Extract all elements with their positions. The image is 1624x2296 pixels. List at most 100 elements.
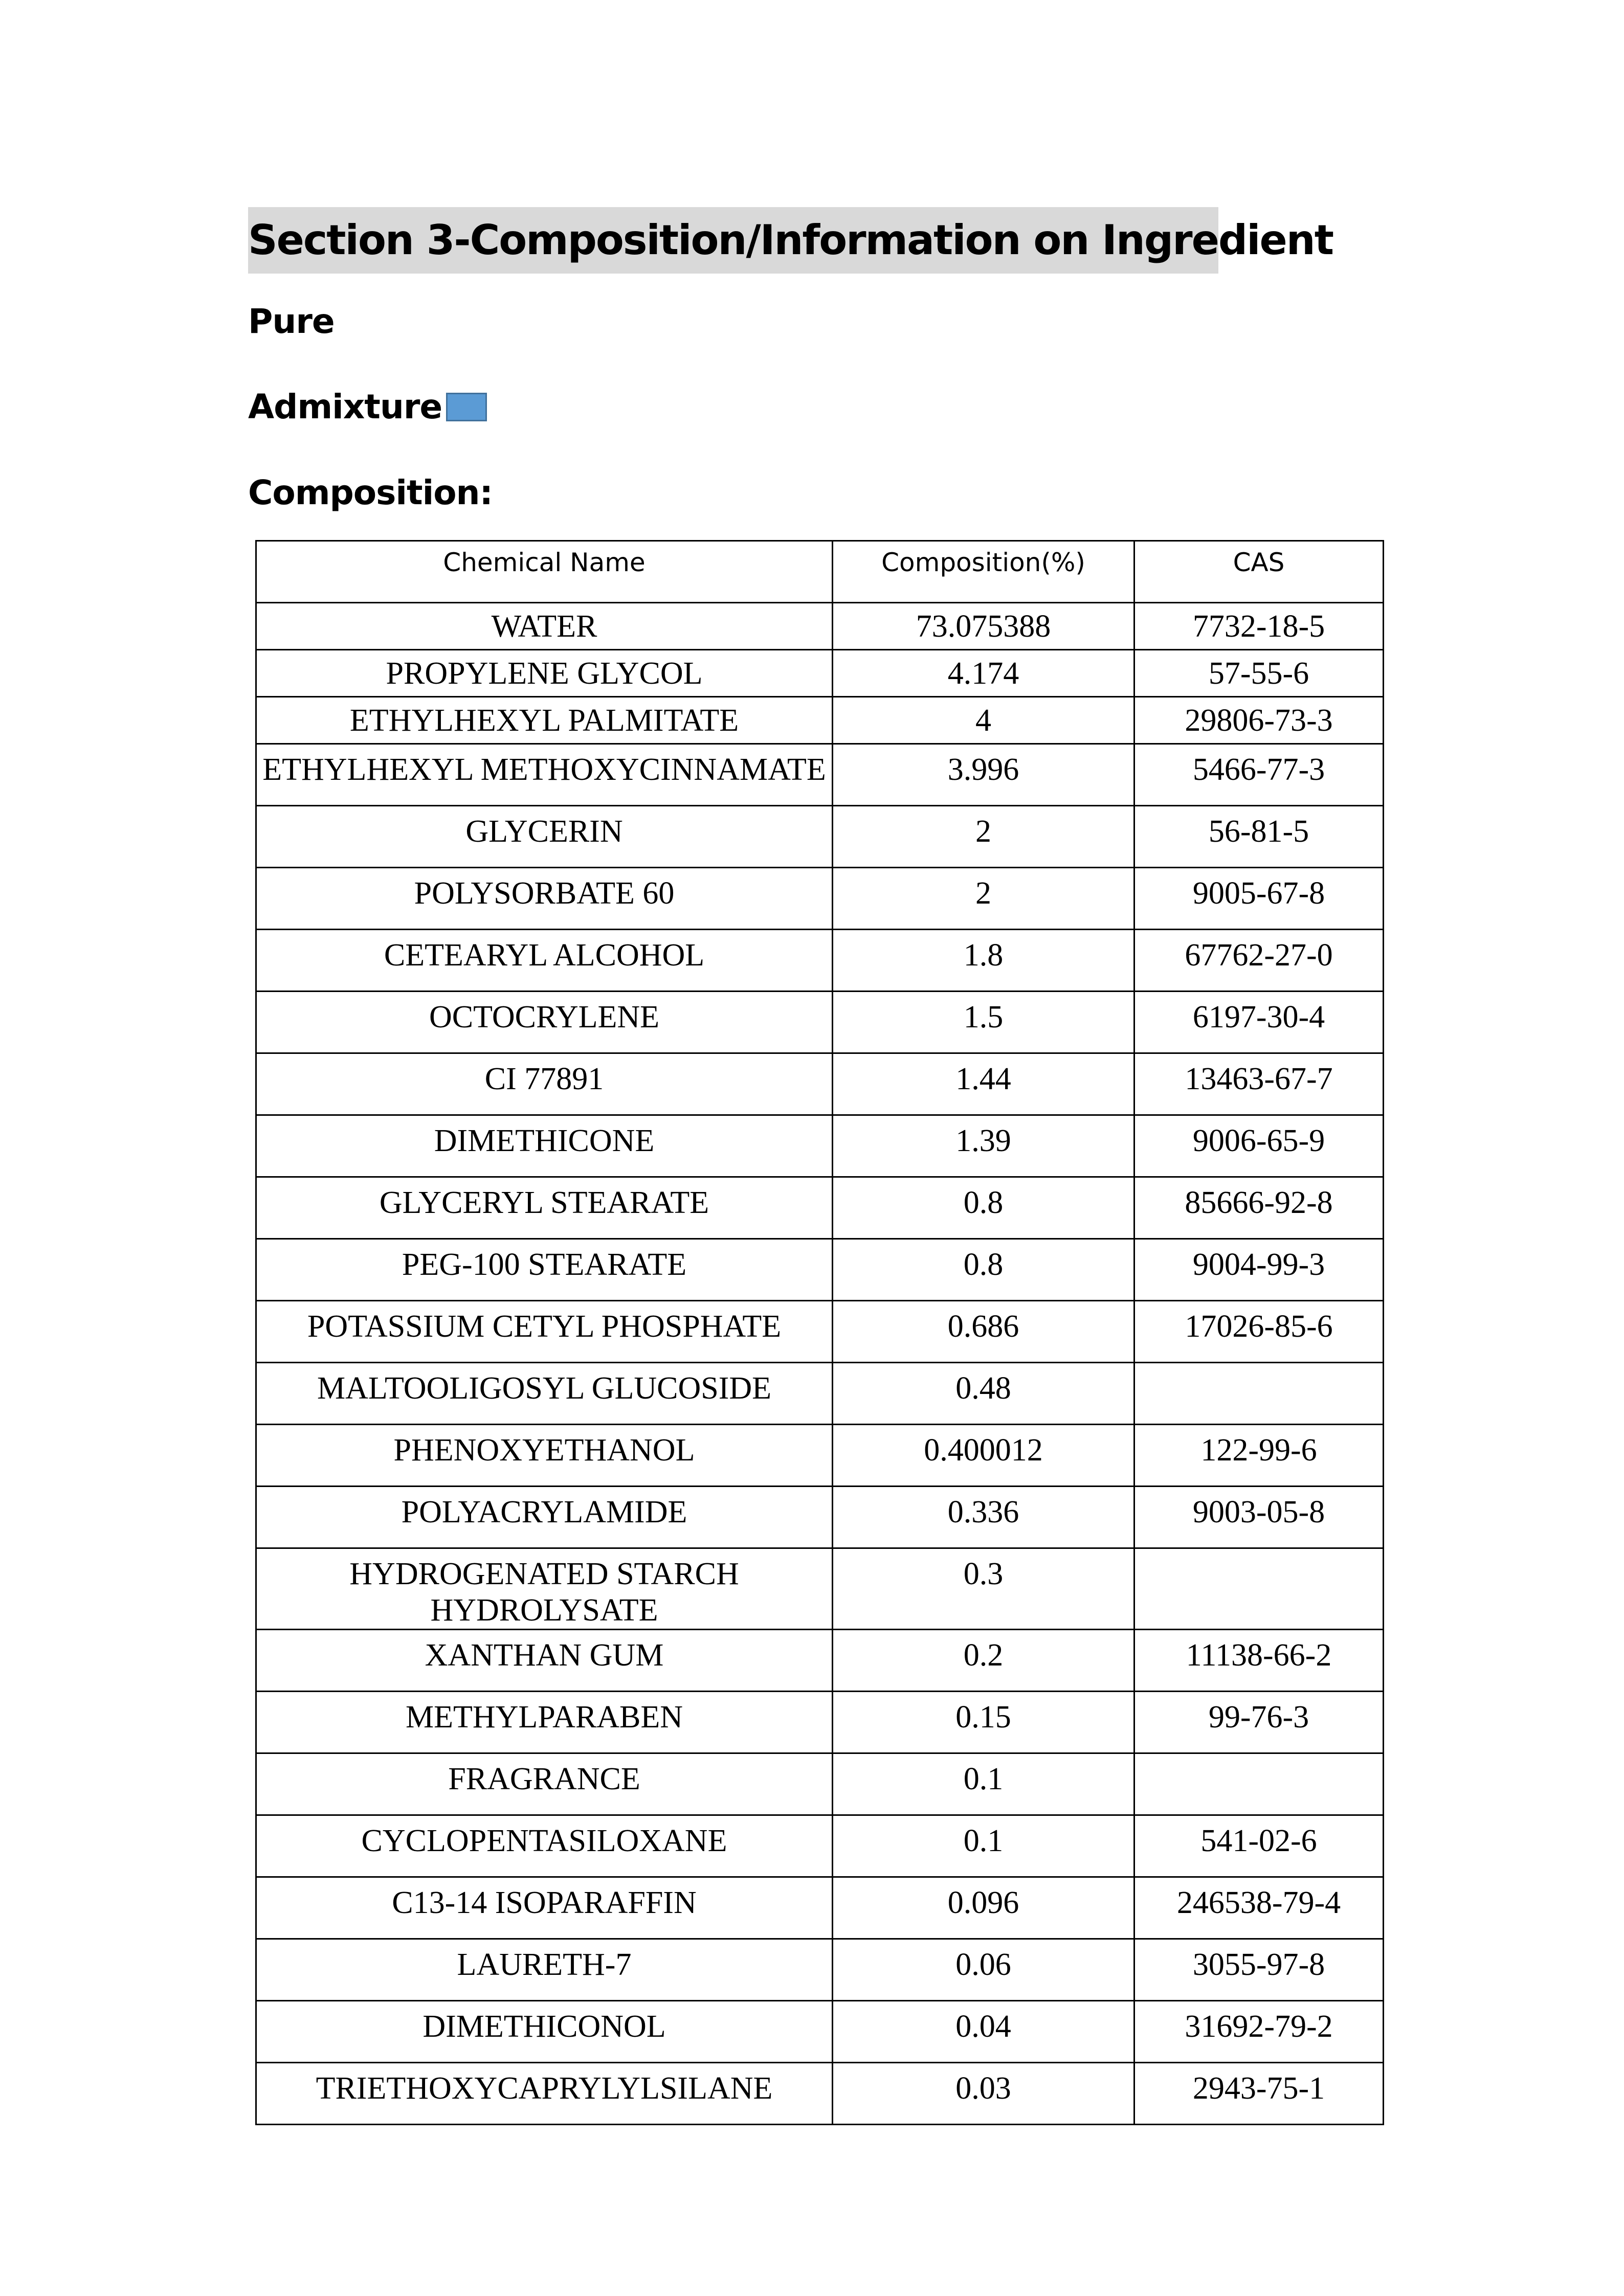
chemical-name-cell: PHENOXYETHANOL [255,1424,833,1487]
cas-cell: 9003-05-8 [1133,1485,1384,1549]
composition-cell: 0.8 [832,1238,1135,1301]
composition-cell: 1.5 [832,991,1135,1054]
composition-cell: 0.06 [832,1938,1135,2001]
composition-label: Composition: [248,473,493,512]
chemical-name-cell: GLYCERIN [255,805,833,868]
pure-label: Pure [248,302,335,341]
cas-cell: 9006-65-9 [1133,1114,1384,1178]
table-row: XANTHAN GUM 0.2 11138-66-2 [255,1629,1384,1692]
chemical-name-cell: LAURETH-7 [255,1938,833,2001]
chemical-name-cell: METHYLPARABEN [255,1691,833,1754]
table-row: DIMETHICONOL 0.04 31692-79-2 [255,2000,1384,2063]
cas-cell: 56-81-5 [1133,805,1384,868]
composition-cell: 4.174 [832,649,1135,697]
chemical-name-cell: DIMETHICONE [255,1114,833,1178]
admixture-row: Admixture [248,387,487,426]
table-row: POLYSORBATE 60 2 9005-67-8 [255,867,1384,930]
cas-cell: 31692-79-2 [1133,2000,1384,2063]
chemical-name-cell: TRIETHOXYCAPRYLYLSILANE [255,2062,833,2125]
chemical-name-cell: MALTOOLIGOSYL GLUCOSIDE [255,1362,833,1425]
cas-cell: 85666-92-8 [1133,1176,1384,1240]
cas-cell: 57-55-6 [1133,649,1384,697]
header-cas: CAS [1133,540,1384,603]
header-chemical-name: Chemical Name [255,540,833,603]
chemical-name-cell: HYDROGENATED STARCH HYDROLYSATE [255,1547,833,1630]
cas-cell: 13463-67-7 [1133,1052,1384,1116]
table-row: PEG-100 STEARATE 0.8 9004-99-3 [255,1238,1384,1301]
chemical-name-cell: POLYSORBATE 60 [255,867,833,930]
table-header-row: Chemical Name Composition(%) CAS [255,540,1384,603]
chemical-name-cell: CI 77891 [255,1052,833,1116]
table-row: POLYACRYLAMIDE 0.336 9003-05-8 [255,1485,1384,1549]
cas-cell: 5466-77-3 [1133,743,1384,806]
cas-cell: 541-02-6 [1133,1814,1384,1878]
composition-cell: 0.15 [832,1691,1135,1754]
cas-cell: 9004-99-3 [1133,1238,1384,1301]
cas-cell: 17026-85-6 [1133,1300,1384,1363]
chemical-name-cell: WATER [255,602,833,650]
chemical-name-cell: DIMETHICONOL [255,2000,833,2063]
chemical-name-cell: ETHYLHEXYL PALMITATE [255,696,833,745]
composition-cell: 0.2 [832,1629,1135,1692]
table-row: METHYLPARABEN 0.15 99-76-3 [255,1691,1384,1754]
chemical-name-cell: OCTOCRYLENE [255,991,833,1054]
cas-cell: 99-76-3 [1133,1691,1384,1754]
section-title: Section 3-Composition/Information on Ing… [248,207,1334,274]
cas-cell: 9005-67-8 [1133,867,1384,930]
composition-cell: 0.1 [832,1752,1135,1816]
composition-cell: 0.686 [832,1300,1135,1363]
composition-cell: 2 [832,867,1135,930]
table-row: ETHYLHEXYL METHOXYCINNAMATE 3.996 5466-77-… [255,743,1384,806]
cas-cell: 3055-97-8 [1133,1938,1384,2001]
cas-cell: 11138-66-2 [1133,1629,1384,1692]
cas-cell: 7732-18-5 [1133,602,1384,650]
table-row: CETEARYL ALCOHOL 1.8 67762-27-0 [255,929,1384,992]
chemical-name-cell: ETHYLHEXYL METHOXYCINNAMATE [255,743,833,806]
chemical-name-cell: POLYACRYLAMIDE [255,1485,833,1549]
table-row: MALTOOLIGOSYL GLUCOSIDE 0.48 [255,1362,1384,1425]
table-row: POTASSIUM CETYL PHOSPHATE 0.686 17026-85-6 [255,1300,1384,1363]
table-row: CYCLOPENTASILOXANE 0.1 541-02-6 [255,1814,1384,1878]
admixture-label: Admixture [248,387,442,426]
composition-cell: 0.096 [832,1876,1135,1940]
table-row: HYDROGENATED STARCH HYDROLYSATE 0.3 [255,1547,1384,1630]
table-row: ETHYLHEXYL PALMITATE 4 29806-73-3 [255,696,1384,745]
table-row: FRAGRANCE 0.1 [255,1752,1384,1816]
composition-cell: 0.04 [832,2000,1135,2063]
table-row: CI 77891 1.44 13463-67-7 [255,1052,1384,1116]
table-row: GLYCERYL STEARATE 0.8 85666-92-8 [255,1176,1384,1240]
chemical-name-cell: GLYCERYL STEARATE [255,1176,833,1240]
composition-cell: 0.1 [832,1814,1135,1878]
chemical-name-cell: CYCLOPENTASILOXANE [255,1814,833,1878]
composition-cell: 0.03 [832,2062,1135,2125]
composition-cell: 0.8 [832,1176,1135,1240]
table-row: WATER 73.075388 7732-18-5 [255,602,1384,650]
composition-cell: 0.48 [832,1362,1135,1425]
composition-cell: 0.336 [832,1485,1135,1549]
chemical-name-cell: C13-14 ISOPARAFFIN [255,1876,833,1940]
composition-cell: 2 [832,805,1135,868]
table-row: C13-14 ISOPARAFFIN 0.096 246538-79-4 [255,1876,1384,1940]
table-row: PHENOXYETHANOL 0.400012 122-99-6 [255,1424,1384,1487]
cas-cell: 122-99-6 [1133,1424,1384,1487]
chemical-name-cell: FRAGRANCE [255,1752,833,1816]
header-composition: Composition(%) [832,540,1135,603]
checkbox-square-icon[interactable] [446,393,487,421]
chemical-name-cell: CETEARYL ALCOHOL [255,929,833,992]
composition-cell: 0.3 [832,1547,1135,1630]
cas-cell [1133,1362,1384,1425]
chemical-name-cell: XANTHAN GUM [255,1629,833,1692]
composition-cell: 1.39 [832,1114,1135,1178]
cas-cell [1133,1752,1384,1816]
table-row: DIMETHICONE 1.39 9006-65-9 [255,1114,1384,1178]
chemical-name-cell: POTASSIUM CETYL PHOSPHATE [255,1300,833,1363]
composition-cell: 1.8 [832,929,1135,992]
table-row: TRIETHOXYCAPRYLYLSILANE 0.03 2943-75-1 [255,2062,1384,2125]
cas-cell: 29806-73-3 [1133,696,1384,745]
chemical-name-cell: PEG-100 STEARATE [255,1238,833,1301]
cas-cell: 2943-75-1 [1133,2062,1384,2125]
composition-cell: 1.44 [832,1052,1135,1116]
chemical-name-cell: PROPYLENE GLYCOL [255,649,833,697]
composition-cell: 4 [832,696,1135,745]
cas-cell [1133,1547,1384,1630]
